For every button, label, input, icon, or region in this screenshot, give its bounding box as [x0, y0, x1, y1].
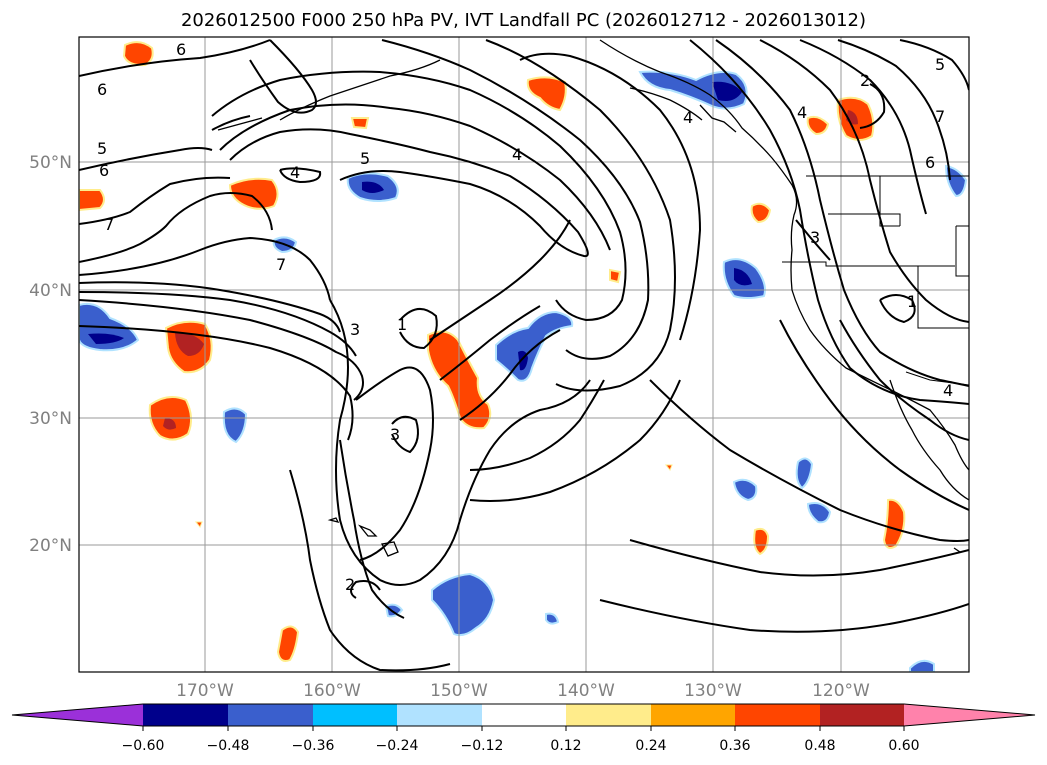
- contour-label: 7: [935, 107, 945, 126]
- lon-label: 170°W: [176, 681, 234, 701]
- colorbar-tick-label: 0.48: [804, 738, 835, 754]
- colorbar-tick-label: 0.24: [635, 738, 666, 754]
- contour-label: 7: [104, 215, 114, 234]
- contour-label: 7: [276, 255, 286, 274]
- lat-label: 40°N: [29, 281, 72, 301]
- contour-label: 1: [907, 292, 917, 311]
- colorbar-segment: [143, 704, 228, 726]
- lon-label: 130°W: [684, 681, 742, 701]
- colorbar: −0.60 −0.48 −0.36 −0.24 −0.12 0.12 0.24 …: [11, 703, 1036, 754]
- contour-label: 4: [683, 108, 693, 127]
- colorbar-extend-min: [12, 704, 143, 726]
- positive-anomaly-shading: [79, 41, 906, 662]
- pv-contours: [79, 39, 969, 672]
- colorbar-segment: [397, 704, 482, 726]
- colorbar-tick-label: −0.12: [461, 738, 504, 754]
- contour-label: 6: [925, 153, 935, 172]
- contour-label: 4: [290, 163, 300, 182]
- political-borders: [782, 175, 969, 386]
- contour-label: 1: [397, 315, 407, 334]
- contour-label: 6: [97, 80, 107, 99]
- lat-label: 30°N: [29, 409, 72, 429]
- colorbar-tick-label: −0.48: [207, 738, 250, 754]
- colorbar-tick-label: 0.60: [888, 738, 919, 754]
- longitude-labels: 170°W 160°W 150°W 140°W 130°W 120°W: [176, 681, 870, 701]
- colorbar-ticks: [142, 726, 905, 731]
- contour-label: 2: [345, 575, 355, 594]
- lon-label: 120°W: [812, 681, 870, 701]
- lat-label: 20°N: [29, 536, 72, 556]
- contour-label: 4: [512, 145, 522, 164]
- colorbar-segment: [735, 704, 820, 726]
- lon-label: 160°W: [303, 681, 361, 701]
- colorbar-segment: [566, 704, 651, 726]
- colorbar-tick-label: −0.36: [292, 738, 335, 754]
- map-title: 2026012500 F000 250 hPa PV, IVT Landfall…: [180, 10, 867, 31]
- colorbar-segment: [228, 704, 313, 726]
- colorbar-segment: [482, 704, 566, 726]
- lon-label: 150°W: [430, 681, 488, 701]
- colorbar-extend-max: [904, 704, 1035, 726]
- contour-label: 2: [860, 71, 870, 90]
- contour-label: 3: [350, 320, 360, 339]
- contour-label: 4: [797, 103, 807, 122]
- colorbar-tick-label: −0.60: [122, 738, 165, 754]
- contour-labels: 6 6 5 6 5 4 7 7 4 3 1 3 2 2 4 4 3 5 7 6 …: [97, 40, 953, 594]
- colorbar-tick-label: 0.36: [719, 738, 750, 754]
- contour-label: 6: [176, 40, 186, 59]
- lat-label: 50°N: [29, 153, 72, 173]
- negative-anomaly-shading: [79, 70, 968, 672]
- colorbar-segment: [313, 704, 397, 726]
- colorbar-tick-label: −0.24: [376, 738, 419, 754]
- contour-label: 5: [360, 149, 370, 168]
- colorbar-tick-label: 0.12: [550, 738, 581, 754]
- contour-label: 4: [943, 381, 953, 400]
- map-layers: 6 6 5 6 5 4 7 7 4 3 1 3 2 2 4 4 3 5 7 6 …: [79, 37, 969, 672]
- contour-label: 5: [97, 139, 107, 158]
- lon-label: 140°W: [557, 681, 615, 701]
- contour-label: 5: [935, 55, 945, 74]
- colorbar-segment: [651, 704, 735, 726]
- contour-label: 3: [390, 425, 400, 444]
- contour-label: 6: [99, 161, 109, 180]
- map-frame: [78, 36, 970, 673]
- colorbar-segment: [820, 704, 904, 726]
- latitude-labels: 50°N 40°N 30°N 20°N: [29, 153, 72, 556]
- contour-label: 3: [810, 228, 820, 247]
